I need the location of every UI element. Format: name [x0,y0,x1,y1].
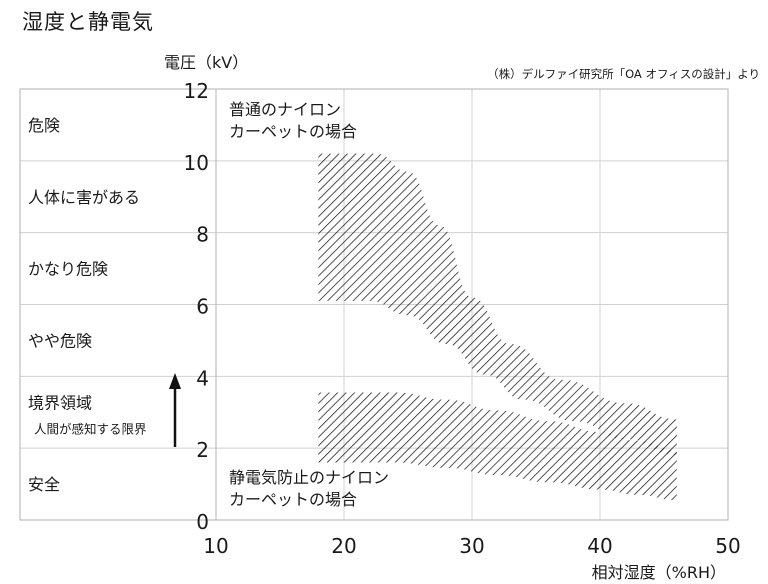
hatched-band-1 [318,153,677,456]
level-label: 危険 [28,116,60,135]
y-axis-label: 電圧（kV） [164,53,248,72]
x-tick-label: 40 [587,534,612,558]
source-note: （株）デルファイ研究所「OA オフィスの設計」より [487,67,760,81]
level-label: 人体に害がある [28,188,140,207]
y-tick-label: 8 [196,223,209,247]
series-label: カーペットの場合 [229,490,357,509]
x-tick-label: 30 [459,534,484,558]
series-label: 静電気防止のナイロン [229,468,389,487]
hatched-band-2 [318,392,677,501]
y-tick-label: 6 [196,295,209,319]
level-label: 境界領域 [28,393,92,412]
x-tick-label: 20 [331,534,356,558]
up-arrow-icon [169,373,181,447]
y-tick-label: 0 [196,510,209,534]
series-label: カーペットの場合 [229,122,357,141]
x-tick-label: 50 [715,534,740,558]
series-label: 普通のナイロン [229,100,341,119]
x-tick-label: 10 [203,534,228,558]
level-label: 安全 [28,475,60,494]
chart-frame [19,88,729,521]
y-tick-label: 2 [196,438,209,462]
level-label: やや危険 [28,331,92,350]
x-axis-label: 相対湿度（%RH） [592,563,726,582]
y-tick-label: 10 [184,151,209,175]
chart-title: 湿度と静電気 [22,10,154,34]
y-tick-label: 4 [196,366,209,390]
level-label: かなり危険 [28,260,108,279]
level-sublabel: 人間が感知する限界 [34,421,147,436]
y-tick-label: 12 [184,79,209,103]
